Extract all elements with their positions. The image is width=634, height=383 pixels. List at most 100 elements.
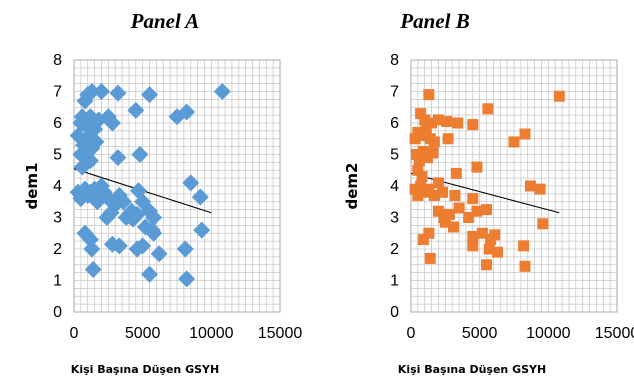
panel-b-data-point: [432, 205, 444, 217]
panel-b-data-point: [441, 115, 453, 127]
panel-a-data-point: [131, 146, 149, 163]
panel-b-data-point: [471, 161, 483, 173]
panel-a-data-point: [141, 86, 159, 104]
panel-b-data-point: [481, 259, 493, 271]
panel-a-data-point: [103, 114, 121, 132]
panel-b-y-ticks: 0 1 2 3 4 5 6 7 8: [390, 52, 399, 321]
panel-a-data-point: [176, 240, 194, 258]
panel-a-y-tick-label: 4: [53, 178, 62, 195]
panel-a-points: [69, 83, 231, 288]
panel-b-data-point: [553, 90, 565, 102]
panel-b-data-point: [423, 183, 435, 195]
panel-b-y-tick-label: 4: [390, 178, 399, 195]
panel-b-data-point: [537, 218, 549, 230]
panel-b-data-point: [452, 117, 464, 129]
panel-a-y-tick-label: 2: [53, 241, 62, 258]
panel-a-x-tick-label: 5000: [125, 325, 161, 342]
panel-b-data-point: [412, 164, 424, 176]
panel-a-y-tick-label: 0: [53, 304, 62, 321]
panel-b-data-point: [467, 240, 479, 252]
panel-b-data-point: [439, 216, 451, 228]
panel-b-data-point: [417, 234, 429, 246]
panel-a-data-point: [145, 209, 163, 226]
panel-a-data-point: [141, 265, 159, 283]
panel-a-y-tick-label: 6: [53, 115, 62, 132]
panel-a-data-point: [128, 205, 146, 223]
panel-a-data-point: [143, 221, 161, 239]
panel-a-data-point: [191, 188, 209, 206]
panel-a-data-point: [92, 83, 110, 100]
panel-a-title: Panel A: [130, 9, 200, 33]
panel-b-data-point: [467, 193, 479, 205]
panel-a-data-point: [110, 237, 128, 255]
panel-a-data-point: [109, 149, 127, 167]
panel-a-data-point: [114, 193, 132, 211]
panel-a-y-tick-label: 1: [53, 273, 62, 290]
panel-b-data-point: [471, 205, 483, 217]
panel-a-data-point: [127, 101, 145, 119]
panel-b-data-point: [519, 128, 531, 140]
panel-b-data-point: [449, 189, 461, 201]
panel-a-x-ticks: 0 5000 10000 15000: [70, 325, 303, 342]
panel-b-data-point: [412, 189, 424, 201]
panel-b-x-tick-label: 5000: [462, 325, 498, 342]
panel-b-x-ticks: 0 5000 10000 15000: [407, 325, 634, 342]
panel-b-data-point: [489, 229, 501, 241]
panel-b-y-tick-label: 1: [390, 273, 399, 290]
panel-b-grid: [410, 59, 618, 313]
panel-b-data-point: [450, 167, 462, 179]
panel-b-data-point: [467, 119, 479, 131]
panel-b-y-tick-label: 6: [390, 115, 399, 132]
panel-b-y-tick-label: 0: [390, 304, 399, 321]
panel-a-y-tick-label: 3: [53, 210, 62, 227]
panel-b-data-point: [432, 177, 444, 189]
panel-a-data-point: [213, 83, 231, 100]
panel-b-data-point: [437, 186, 449, 198]
panel-a-y-ticks: 0 1 2 3 4 5 6 7 8: [53, 52, 62, 321]
panel-b-data-point: [463, 212, 475, 223]
panel-a-data-point: [102, 204, 120, 222]
panel-b-y-axis-label: dem2: [343, 163, 361, 210]
panel-a-data-point: [182, 174, 200, 192]
panel-b-y-tick-label: 3: [390, 210, 399, 227]
panel-b-y-tick-label: 8: [390, 52, 399, 69]
panel-b-chart: Panel B 0 1 2 3 4 5 6 7 8 0 5000 10000 15000 Kişi B…: [343, 9, 634, 376]
panel-a-x-axis-label: Kişi Başına Düşen GSYH: [71, 363, 219, 376]
panel-b-points: [409, 89, 565, 272]
panel-b-data-point: [467, 230, 479, 242]
panel-a-data-point: [193, 221, 211, 239]
panel-b-data-point: [442, 133, 454, 145]
panel-a-chart: Panel A 0 1 2 3 4 5 6 7 8 0 5000 10000 15000 Kişi B…: [23, 9, 302, 376]
panel-b-data-point: [428, 136, 440, 148]
panel-b-x-tick-label: 0: [407, 325, 416, 342]
panel-a-y-tick-label: 7: [53, 84, 62, 101]
panel-b-data-point: [476, 227, 488, 239]
panel-b-y-tick-label: 2: [390, 241, 399, 258]
panel-b-data-point: [453, 202, 465, 214]
panel-b-y-tick-label: 7: [390, 84, 399, 101]
panel-a-data-point: [73, 158, 91, 176]
panel-b-data-point: [492, 246, 504, 258]
panel-b-data-point: [410, 149, 422, 160]
panel-b-data-point: [420, 123, 432, 135]
panel-b-data-point: [416, 130, 428, 142]
panel-b-data-point: [417, 145, 429, 157]
panel-b-data-point: [508, 136, 520, 148]
panel-a-y-tick-label: 8: [53, 52, 62, 69]
panel-b-data-point: [424, 252, 436, 264]
panel-b-data-point: [426, 117, 438, 129]
panel-b-data-point: [423, 227, 435, 239]
panel-a-data-point: [84, 260, 102, 278]
panel-b-title: Panel B: [399, 9, 469, 33]
panel-a-x-tick-label: 0: [70, 325, 79, 342]
panel-b-data-point: [415, 180, 427, 192]
panel-b-data-point: [443, 208, 455, 220]
panel-b-data-point: [518, 240, 530, 252]
panel-b-x-axis-label: Kişi Başına Düşen GSYH: [398, 363, 546, 376]
panel-a-data-point: [87, 133, 105, 151]
panel-b-data-point: [482, 103, 494, 115]
panel-a-plot-border: [73, 59, 281, 313]
panel-a-data-point: [178, 103, 196, 121]
panel-a-y-axis-label: dem1: [23, 163, 41, 210]
panel-b-data-point: [483, 243, 495, 255]
